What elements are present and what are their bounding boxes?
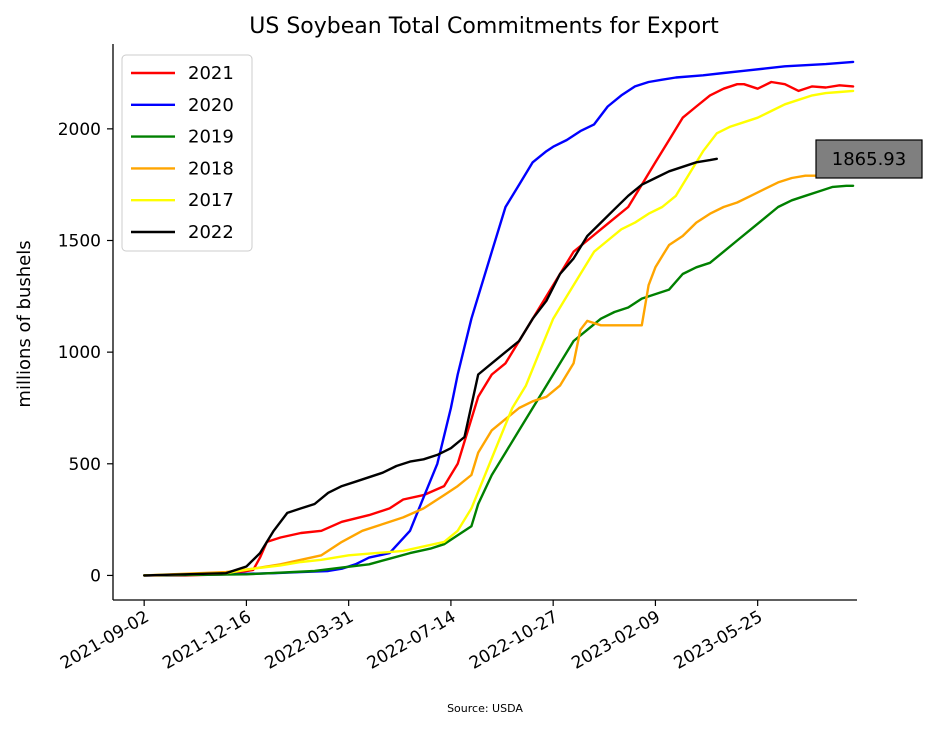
y-tick-label: 2000 [58,120,101,140]
y-tick-label: 0 [90,566,101,586]
legend-label-2022: 2022 [188,222,234,243]
series-line-2022 [142,157,718,577]
x-tick-label: 2021-12-16 [159,607,255,674]
series-line-2021 [142,80,855,577]
x-tick-label: 2022-10-27 [466,607,562,674]
y-tick-label: 1500 [58,231,101,251]
x-tick-label: 2023-05-25 [671,607,767,674]
series-line-2018 [142,174,855,577]
legend-label-2017: 2017 [188,190,234,211]
source-note: Source: USDA [447,702,523,715]
y-axis-label: millions of bushels [14,240,35,407]
x-tick-label: 2023-02-09 [568,607,664,674]
x-tick-label: 2021-09-02 [57,607,153,674]
callout-value: 1865.93 [832,149,906,170]
x-tick-label: 2022-07-14 [364,607,460,674]
legend-label-2018: 2018 [188,158,234,179]
chart-title: US Soybean Total Commitments for Export [249,14,719,39]
y-tick-label: 1000 [58,343,101,363]
y-ticks: 0 500 1000 1500 2000 [58,120,113,586]
x-ticks: 2021-09-02 2021-12-16 2022-03-31 2022-07-14… [57,600,766,674]
y-tick-label: 500 [69,455,101,475]
legend-label-2020: 2020 [188,95,234,116]
legend: 2021 2020 2019 2018 2017 2022 [121,54,253,252]
callout-box [815,139,923,179]
x-tick-label: 2022-03-31 [262,607,358,674]
series-line-2017 [142,89,855,577]
series-layer [142,60,855,577]
value-callout: 1865.93 [815,139,923,179]
series-line-2020 [142,60,855,577]
legend-label-2021: 2021 [188,63,234,84]
axes-layer [112,44,857,601]
legend-label-2019: 2019 [188,127,234,148]
legend-entries: 2021 2020 2019 2018 2017 2022 [131,63,234,243]
